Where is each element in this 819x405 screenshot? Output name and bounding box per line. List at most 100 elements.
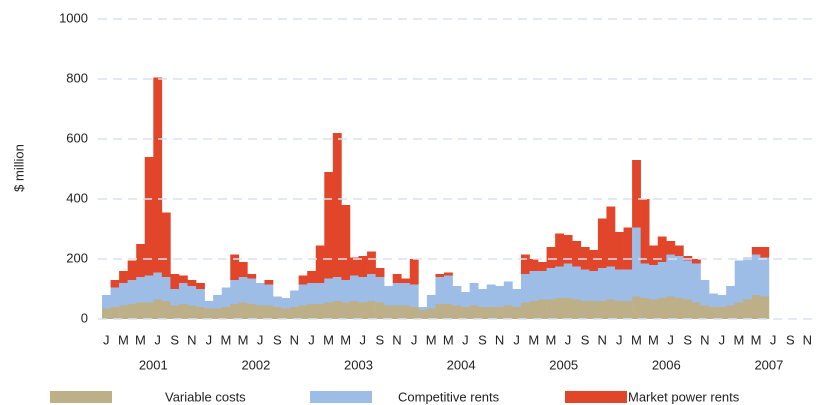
bar-segment bbox=[178, 283, 188, 304]
bar-segment bbox=[606, 206, 616, 267]
bar-segment bbox=[743, 299, 753, 319]
bar-segment bbox=[153, 299, 163, 319]
bar-segment bbox=[367, 301, 376, 319]
bar-segment bbox=[392, 283, 402, 306]
bar-segment bbox=[409, 307, 419, 319]
y-tick-label: 200 bbox=[66, 250, 88, 265]
bar-segment bbox=[324, 278, 334, 303]
bar-segment bbox=[375, 277, 385, 303]
bar-segment bbox=[238, 277, 248, 303]
bar-segment bbox=[435, 304, 445, 319]
x-tick-label: J bbox=[513, 332, 520, 347]
x-tick-label: J bbox=[257, 332, 264, 347]
bar-segment bbox=[161, 301, 171, 319]
bar-segment bbox=[187, 286, 197, 306]
bar-segment bbox=[572, 266, 582, 300]
bar-segment bbox=[623, 269, 633, 301]
x-tick-label: M bbox=[751, 332, 762, 347]
bar-segment bbox=[264, 280, 274, 285]
bar-segment bbox=[709, 307, 718, 319]
x-tick-label: N bbox=[187, 332, 196, 347]
bar-segment bbox=[367, 251, 376, 274]
bar-segment bbox=[734, 302, 744, 319]
bar-segment bbox=[213, 295, 222, 309]
bar-segment bbox=[401, 305, 411, 319]
bar-segment bbox=[444, 272, 453, 276]
bar-segment bbox=[418, 310, 428, 319]
bar-segment bbox=[563, 235, 573, 264]
bar-segment bbox=[640, 263, 650, 298]
bar-segment bbox=[341, 302, 351, 319]
bar-segment bbox=[520, 274, 530, 303]
bar-segment bbox=[666, 241, 676, 255]
bar-segment bbox=[170, 305, 180, 319]
bar-segment bbox=[478, 289, 488, 307]
bar-segment bbox=[221, 307, 231, 319]
bar-segment bbox=[409, 259, 419, 285]
bar-segment bbox=[555, 298, 564, 319]
bar-segment bbox=[640, 199, 650, 264]
bar-segment bbox=[418, 307, 428, 310]
bar-segment bbox=[555, 233, 564, 267]
year-label: 2006 bbox=[652, 357, 681, 372]
bar-segment bbox=[743, 257, 753, 300]
bar-segment bbox=[623, 301, 633, 319]
x-tick-label: N bbox=[700, 332, 709, 347]
x-tick-label: J bbox=[308, 332, 315, 347]
x-tick-label: S bbox=[786, 332, 795, 347]
bar-segment bbox=[264, 284, 274, 306]
bar-segment bbox=[136, 244, 146, 277]
bar-segment bbox=[153, 272, 163, 300]
bar-segment bbox=[110, 280, 120, 288]
bar-segment bbox=[751, 247, 761, 255]
bar-segment bbox=[298, 275, 308, 285]
bar-segment bbox=[247, 278, 257, 304]
x-tick-label: J bbox=[719, 332, 726, 347]
year-label: 2007 bbox=[754, 357, 783, 372]
bar-segment bbox=[657, 262, 667, 298]
y-tick-label: 1000 bbox=[59, 10, 88, 25]
bar-segment bbox=[315, 283, 325, 304]
bar-segment bbox=[546, 247, 556, 268]
bar-segment bbox=[238, 262, 248, 277]
bar-segment bbox=[110, 307, 120, 319]
x-tick-label: M bbox=[340, 332, 351, 347]
bar-segment bbox=[349, 257, 359, 276]
bar-segment bbox=[572, 241, 582, 267]
bar-segment bbox=[734, 260, 744, 303]
x-tick-label: M bbox=[734, 332, 745, 347]
bar-segment bbox=[546, 299, 556, 319]
bar-segment bbox=[649, 265, 659, 300]
bar-segment bbox=[247, 304, 257, 319]
bar-segment bbox=[349, 301, 359, 319]
bar-segment bbox=[255, 305, 265, 319]
year-label: 2005 bbox=[549, 357, 578, 372]
bar-segment bbox=[503, 305, 513, 319]
bar-segment bbox=[324, 172, 334, 279]
bar-segment bbox=[349, 275, 359, 301]
bar-segment bbox=[401, 278, 411, 283]
bar-segment bbox=[691, 263, 701, 303]
bar-segment bbox=[452, 305, 462, 319]
legend-swatch bbox=[310, 391, 372, 403]
y-tick-label: 800 bbox=[66, 70, 88, 85]
legend-label: Variable costs bbox=[165, 389, 246, 404]
bar-segment bbox=[298, 305, 308, 319]
x-tick-label: J bbox=[770, 332, 777, 347]
x-tick-label: S bbox=[273, 332, 282, 347]
x-tick-label: M bbox=[135, 332, 146, 347]
bar-segment bbox=[144, 302, 154, 319]
bar-segment bbox=[264, 305, 274, 319]
bar-segment bbox=[529, 301, 539, 319]
bar-segment bbox=[691, 302, 701, 319]
bar-segment bbox=[341, 280, 351, 303]
x-tick-label: M bbox=[528, 332, 539, 347]
bar-segment bbox=[606, 299, 616, 319]
year-label: 2003 bbox=[344, 357, 373, 372]
bar-segment bbox=[691, 259, 701, 264]
bar-segment bbox=[196, 307, 205, 319]
bar-segment bbox=[563, 298, 573, 319]
bar-segment bbox=[290, 290, 299, 307]
bar-segment bbox=[538, 299, 547, 319]
